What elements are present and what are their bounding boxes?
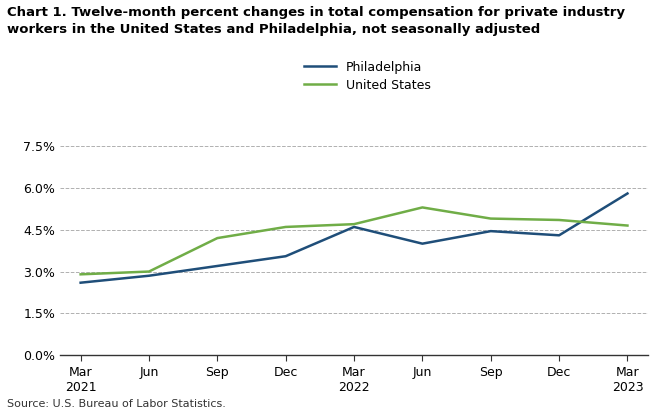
Philadelphia bbox=[418, 241, 426, 246]
Philadelphia bbox=[623, 191, 631, 196]
Philadelphia bbox=[145, 273, 153, 278]
United States bbox=[418, 205, 426, 210]
Line: Philadelphia: Philadelphia bbox=[81, 193, 627, 282]
Legend: Philadelphia, United States: Philadelphia, United States bbox=[299, 56, 436, 97]
Philadelphia bbox=[213, 263, 221, 268]
Philadelphia bbox=[282, 254, 290, 259]
Philadelphia bbox=[487, 229, 495, 234]
United States bbox=[623, 223, 631, 228]
United States bbox=[555, 218, 563, 223]
Line: United States: United States bbox=[81, 207, 627, 274]
United States bbox=[282, 224, 290, 229]
Philadelphia bbox=[555, 233, 563, 238]
Text: Source: U.S. Bureau of Labor Statistics.: Source: U.S. Bureau of Labor Statistics. bbox=[7, 399, 226, 409]
United States bbox=[487, 216, 495, 221]
United States bbox=[213, 235, 221, 240]
Text: workers in the United States and Philadelphia, not seasonally adjusted: workers in the United States and Philade… bbox=[7, 23, 540, 36]
Philadelphia bbox=[77, 280, 85, 285]
Philadelphia bbox=[350, 224, 358, 229]
United States bbox=[145, 269, 153, 274]
United States bbox=[77, 272, 85, 277]
Text: Chart 1. Twelve-month percent changes in total compensation for private industry: Chart 1. Twelve-month percent changes in… bbox=[7, 6, 625, 19]
United States bbox=[350, 222, 358, 227]
